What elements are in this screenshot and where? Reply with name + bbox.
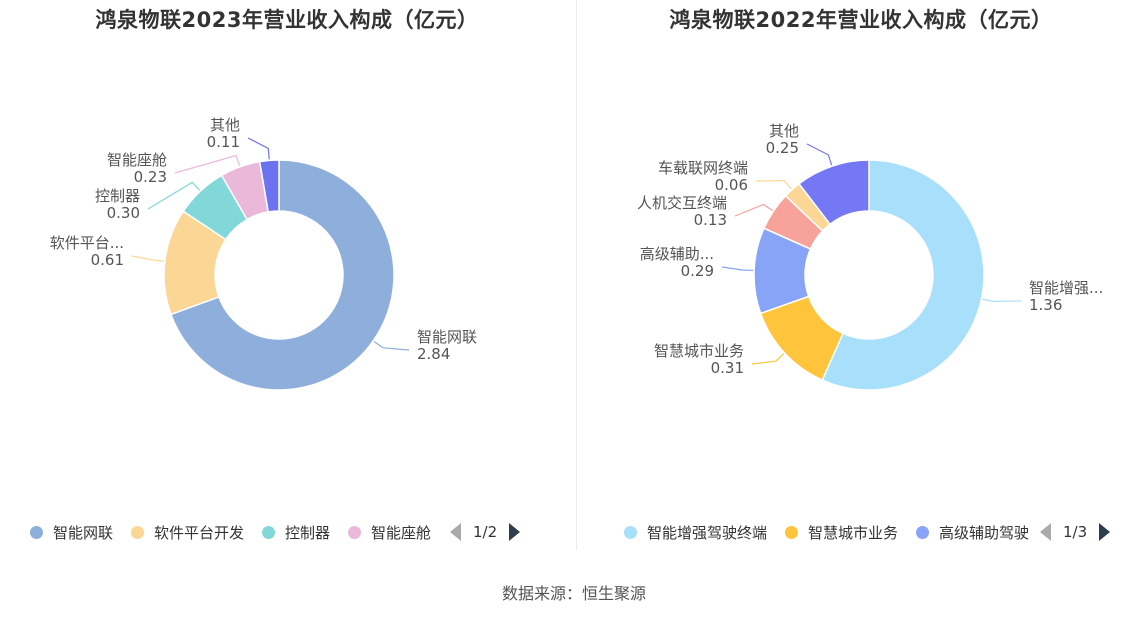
slice-name-label: 其他 (210, 116, 240, 134)
legend-pager: 1/3 (1040, 523, 1111, 541)
legend-dot (348, 525, 362, 539)
next-page-arrow-icon[interactable] (509, 523, 521, 541)
legend-page-indicator: 1/2 (473, 523, 498, 541)
legend-label: 控制器 (285, 523, 331, 542)
slice-value-label: 0.23 (134, 168, 167, 186)
legend-item-zhineng-zengqiang[interactable]: 智能增强驾驶终端 (624, 522, 767, 543)
pie-slice[interactable] (258, 159, 280, 213)
leader-line (174, 154, 241, 174)
legend-dot (785, 525, 799, 539)
legend-item-ruanjian-pingtai[interactable]: 软件平台开发 (131, 522, 244, 543)
legend-label: 智能网联 (53, 523, 114, 542)
slice-name-label: 人机交互终端 (637, 194, 727, 212)
leader-line (721, 266, 754, 272)
slice-value-label: 0.25 (766, 139, 799, 157)
slice-name-label: 软件平台... (50, 234, 124, 252)
legend-item-zhineng-zuocang[interactable]: 智能座舱 (348, 522, 431, 543)
pie-slice[interactable] (169, 159, 395, 391)
slice-value-label: 2.84 (417, 345, 450, 363)
leader-line (247, 137, 270, 160)
leader-line (131, 255, 164, 262)
prev-page-arrow-icon[interactable] (450, 523, 461, 541)
slice-value-label: 1.36 (1029, 296, 1062, 314)
leader-line (751, 353, 785, 365)
legend-label: 软件平台开发 (154, 523, 245, 542)
slice-value-label: 0.13 (694, 211, 727, 229)
chart-panel-2023: 鸿泉物联2023年营业收入构成（亿元） 智能网联 2.84 软件平台... 0.61 控… (0, 0, 574, 560)
legend-dot (262, 525, 276, 539)
slice-name-label: 车载联网终端 (658, 159, 748, 177)
legend-label: 智能增强驾驶终端 (647, 523, 768, 542)
legend-label: 智慧城市业务 (808, 523, 899, 542)
legend-pager: 1/2 (450, 523, 521, 541)
legend-item-zhineng-wanglian[interactable]: 智能网联 (30, 522, 113, 543)
pie-slice[interactable] (821, 159, 985, 391)
legend-2022: 智能增强驾驶终端 智慧城市业务 高级辅助驾驶 1/3 (624, 519, 1111, 545)
slice-value-label: 0.31 (711, 359, 744, 377)
chart-title-2022: 鸿泉物联2022年营业收入构成（亿元） (669, 8, 1053, 32)
chart-panel-2022: 鸿泉物联2022年营业收入构成（亿元） 智能增强... 1.36 智慧城市业务 0.3… (574, 0, 1148, 560)
legend-label: 高级辅助驾驶 (939, 523, 1030, 542)
leader-line (734, 203, 773, 217)
donut-chart-2022: 智能增强...1.36智慧城市业务0.31高级辅助...0.29人机交互终端0.… (637, 122, 1103, 391)
legend-dot (30, 525, 43, 539)
chart-title-2023: 鸿泉物联2023年营业收入构成（亿元） (95, 8, 479, 32)
legend-dot (131, 525, 145, 539)
next-page-arrow-icon[interactable] (1099, 523, 1111, 541)
legend-label: 智能座舱 (371, 523, 432, 542)
leader-line (755, 180, 792, 190)
slice-name-label: 智能网联 (417, 328, 477, 346)
leader-line (373, 341, 410, 351)
slice-name-label: 高级辅助... (640, 245, 714, 263)
slice-name-label: 控制器 (95, 187, 140, 205)
legend-item-kongzhiqi[interactable]: 控制器 (262, 522, 330, 543)
slice-name-label: 智慧城市业务 (654, 342, 744, 360)
legend-item-zhihui-chengshi[interactable]: 智慧城市业务 (785, 522, 898, 543)
leader-line (806, 143, 833, 166)
panel-divider (576, 0, 577, 550)
slice-value-label: 0.06 (715, 176, 748, 194)
pie-slice[interactable] (797, 159, 870, 226)
slice-value-label: 0.30 (107, 204, 140, 222)
slice-value-label: 0.29 (681, 262, 714, 280)
legend-page-indicator: 1/3 (1063, 523, 1088, 541)
legend-dot (916, 525, 930, 539)
slice-name-label: 其他 (769, 122, 799, 140)
legend-2023: 智能网联 软件平台开发 控制器 智能座舱 1/2 (30, 519, 521, 545)
data-source-note: 数据来源：恒生聚源 (501, 584, 646, 603)
leader-line (147, 181, 201, 210)
slice-name-label: 智能座舱 (107, 151, 167, 169)
legend-dot (624, 525, 637, 539)
slice-value-label: 0.61 (91, 251, 124, 269)
slice-value-label: 0.11 (207, 133, 240, 151)
leader-line (982, 298, 1022, 303)
prev-page-arrow-icon[interactable] (1040, 523, 1051, 541)
legend-item-gaoji-fuzhu[interactable]: 高级辅助驾驶 (916, 522, 1029, 543)
slice-name-label: 智能增强... (1029, 279, 1103, 297)
